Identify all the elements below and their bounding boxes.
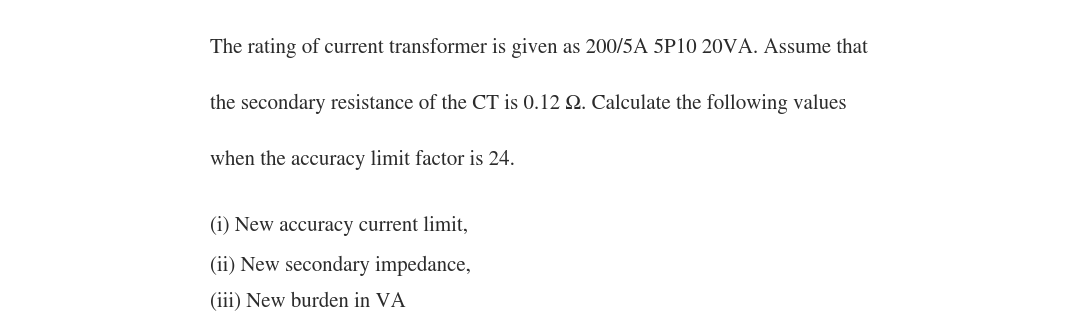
Text: (iii) New burden in VA: (iii) New burden in VA (210, 292, 406, 312)
Text: (i) New accuracy current limit,: (i) New accuracy current limit, (210, 216, 468, 236)
Text: (ii) New secondary impedance,: (ii) New secondary impedance, (210, 255, 471, 276)
Text: the secondary resistance of the CT is 0.12 Ω. Calculate the following values: the secondary resistance of the CT is 0.… (210, 94, 847, 114)
Text: when the accuracy limit factor is 24.: when the accuracy limit factor is 24. (210, 150, 515, 170)
Text: The rating of current transformer is given as 200/5A 5P10 20VA. Assume that: The rating of current transformer is giv… (210, 38, 868, 58)
